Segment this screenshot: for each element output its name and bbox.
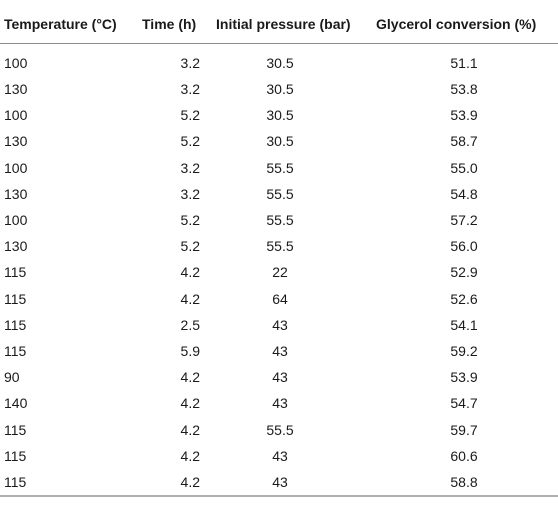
cell-temperature: 115	[4, 264, 27, 281]
table-row: 115 2.5 43 54.1	[0, 312, 558, 338]
cell-pressure: 55.5	[266, 159, 294, 176]
cell-conversion: 56.0	[450, 238, 478, 255]
table-row: 140 4.2 43 54.7	[0, 390, 558, 416]
table-row: 100 5.2 30.5 53.9	[0, 102, 558, 128]
cell-pressure: 55.5	[266, 238, 294, 255]
cell-time: 4.2	[180, 369, 200, 386]
header-temperature: Temperature (°C)	[0, 5, 138, 44]
table-row: 100 3.2 55.5 55.0	[0, 155, 558, 181]
cell-time: 4.2	[180, 395, 200, 412]
cell-time: 3.2	[180, 55, 200, 71]
cell-conversion: 54.7	[450, 395, 478, 412]
cell-temperature: 115	[4, 421, 27, 438]
table-header: Temperature (°C) Time (h) Initial pressu…	[0, 5, 558, 44]
cell-temperature: 100	[4, 159, 28, 176]
cell-conversion: 59.2	[450, 342, 478, 359]
cell-pressure: 64	[272, 290, 288, 307]
table-row: 115 4.2 55.5 59.7	[0, 416, 558, 442]
cell-temperature: 115	[4, 316, 27, 333]
data-table: Temperature (°C) Time (h) Initial pressu…	[0, 5, 558, 498]
cell-pressure: 55.5	[266, 185, 294, 202]
cell-time: 3.2	[180, 159, 200, 176]
cell-temperature: 140	[4, 395, 28, 412]
header-row: Temperature (°C) Time (h) Initial pressu…	[0, 5, 558, 44]
table-row: 115 4.2 64 52.6	[0, 286, 558, 312]
table-row: 115 4.2 22 52.9	[0, 259, 558, 285]
cell-time: 5.2	[180, 107, 200, 124]
cell-pressure: 43	[272, 342, 288, 359]
cell-temperature: 100	[4, 107, 28, 124]
table-row: 100 5.2 55.5 57.2	[0, 207, 558, 233]
cell-conversion: 58.7	[450, 133, 478, 150]
cell-conversion: 54.1	[450, 316, 478, 333]
cell-time: 4.2	[138, 468, 210, 498]
table-row: 115 4.2 43 58.8	[0, 468, 558, 498]
cell-temperature: 130	[4, 185, 28, 202]
header-pressure: Initial pressure (bar)	[210, 5, 370, 44]
cell-pressure: 43	[272, 316, 288, 333]
cell-conversion: 53.8	[450, 81, 478, 98]
table-row: 115 5.9 43 59.2	[0, 338, 558, 364]
table-row: 115 4.2 43 60.6	[0, 443, 558, 469]
header-conversion: Glycerol conversion (%)	[370, 5, 558, 44]
cell-conversion: 51.1	[450, 55, 478, 71]
table-row: 130 5.2 30.5 58.7	[0, 128, 558, 154]
cell-temperature: 100	[4, 212, 28, 229]
table-row: 100 3.2 30.5 51.1	[0, 44, 558, 77]
cell-temperature: 115	[4, 342, 27, 359]
cell-time: 5.2	[180, 133, 200, 150]
cell-pressure: 30.5	[266, 81, 294, 98]
cell-conversion: 57.2	[450, 212, 478, 229]
table-row: 130 3.2 55.5 54.8	[0, 181, 558, 207]
cell-conversion: 53.9	[450, 107, 478, 124]
cell-time: 5.2	[180, 212, 200, 229]
cell-temperature: 130	[4, 238, 28, 255]
cell-time: 4.2	[180, 264, 200, 281]
table-row: 130 5.2 55.5 56.0	[0, 233, 558, 259]
cell-pressure: 43	[272, 395, 288, 412]
cell-conversion: 59.7	[450, 421, 478, 438]
table-body: 100 3.2 30.5 51.1 130 3.2 30.5 53.8 100 5.2 30.5 53…	[0, 44, 558, 498]
cell-temperature: 90	[4, 369, 20, 386]
cell-pressure: 55.5	[266, 421, 294, 438]
cell-time: 3.2	[180, 185, 200, 202]
cell-time: 5.9	[180, 342, 200, 359]
table-row: 130 3.2 30.5 53.8	[0, 76, 558, 102]
cell-conversion: 53.9	[450, 369, 478, 386]
cell-temperature: 115	[0, 468, 138, 498]
cell-time: 4.2	[180, 290, 200, 307]
cell-time: 3.2	[180, 81, 200, 98]
cell-pressure: 30.5	[266, 107, 294, 124]
cell-time: 4.2	[180, 447, 200, 464]
cell-temperature: 100	[4, 55, 28, 71]
cell-conversion: 52.9	[450, 264, 478, 281]
cell-conversion: 54.8	[450, 185, 478, 202]
cell-pressure: 43	[272, 447, 288, 464]
cell-time: 5.2	[180, 238, 200, 255]
cell-conversion: 58.8	[370, 468, 558, 498]
cell-temperature: 115	[4, 290, 27, 307]
cell-pressure: 43	[272, 369, 288, 386]
table-row: 90 4.2 43 53.9	[0, 364, 558, 390]
cell-conversion: 52.6	[450, 290, 478, 307]
cell-time: 4.2	[180, 421, 200, 438]
cell-pressure: 30.5	[266, 55, 294, 71]
cell-pressure: 55.5	[266, 212, 294, 229]
data-table-container: Temperature (°C) Time (h) Initial pressu…	[0, 5, 558, 498]
header-time: Time (h)	[138, 5, 210, 44]
cell-conversion: 60.6	[450, 447, 478, 464]
cell-time: 2.5	[180, 316, 200, 333]
cell-pressure: 22	[272, 264, 288, 281]
cell-temperature: 130	[4, 81, 28, 98]
cell-temperature: 115	[4, 447, 27, 464]
cell-pressure: 30.5	[266, 133, 294, 150]
cell-pressure: 43	[210, 468, 370, 498]
cell-temperature: 130	[4, 133, 28, 150]
cell-conversion: 55.0	[450, 159, 478, 176]
